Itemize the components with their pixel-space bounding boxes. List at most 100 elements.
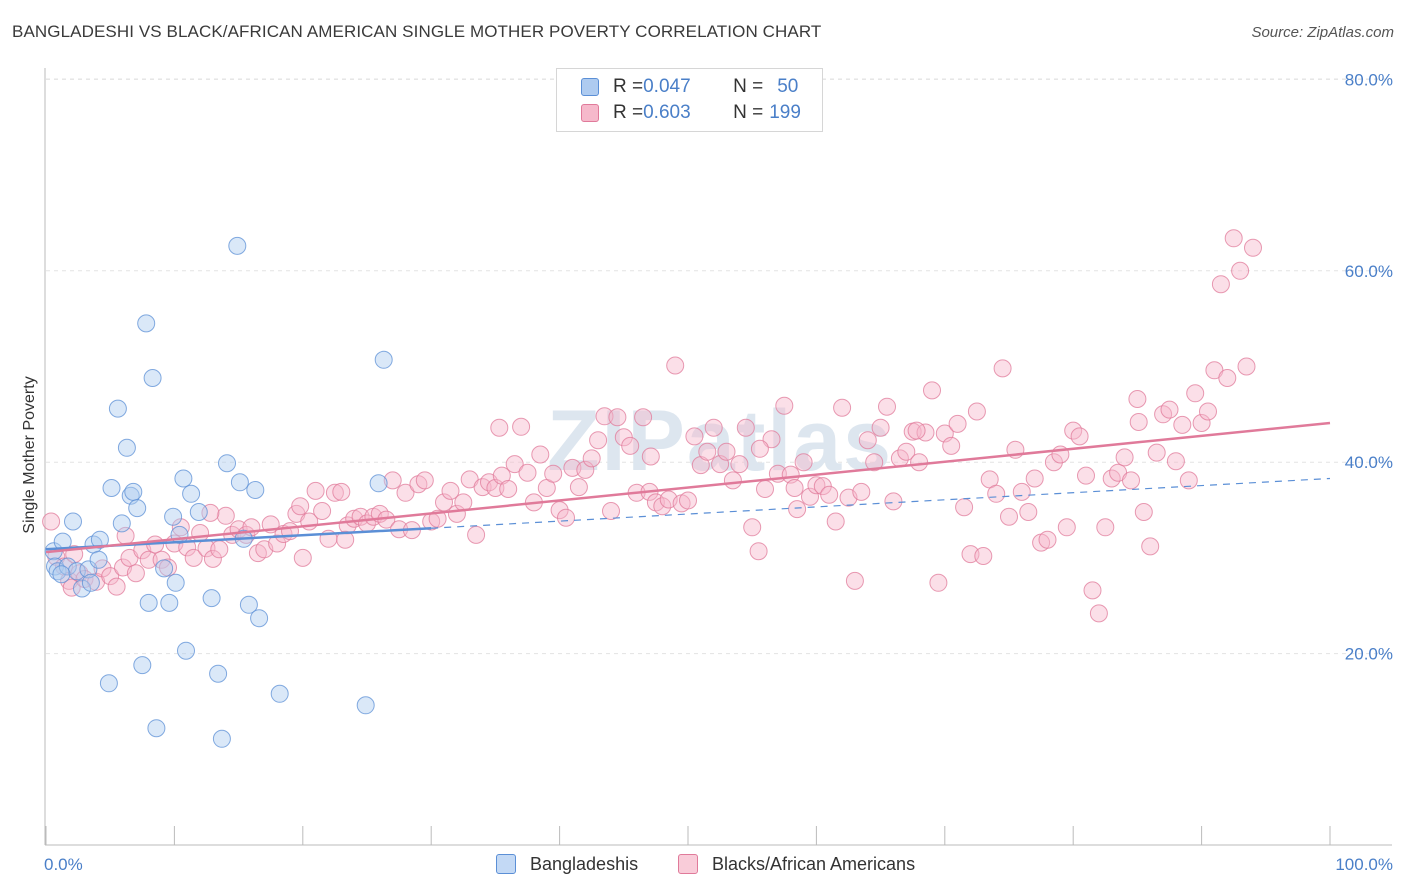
data-point[interactable] xyxy=(826,512,845,531)
data-point[interactable] xyxy=(1129,413,1148,431)
data-point[interactable] xyxy=(415,471,434,490)
data-point[interactable] xyxy=(865,453,884,472)
data-point[interactable] xyxy=(250,609,269,628)
data-point[interactable] xyxy=(1083,581,1102,600)
data-point[interactable] xyxy=(64,512,82,531)
data-point[interactable] xyxy=(704,418,723,437)
data-point[interactable] xyxy=(955,498,974,517)
data-point[interactable] xyxy=(756,480,774,498)
data-point[interactable] xyxy=(383,471,402,490)
data-point[interactable] xyxy=(512,417,531,436)
data-point[interactable] xyxy=(128,499,147,518)
data-point[interactable] xyxy=(993,359,1012,378)
data-point[interactable] xyxy=(396,483,415,502)
data-point[interactable] xyxy=(1192,414,1211,432)
data-point[interactable] xyxy=(216,506,235,525)
data-point[interactable] xyxy=(189,503,208,521)
data-point[interactable] xyxy=(191,524,210,542)
data-point[interactable] xyxy=(942,436,961,455)
data-point[interactable] xyxy=(923,381,941,400)
data-point[interactable] xyxy=(871,418,890,437)
data-point[interactable] xyxy=(126,564,145,583)
data-point[interactable] xyxy=(246,481,265,499)
data-point[interactable] xyxy=(441,481,460,500)
data-point[interactable] xyxy=(108,399,127,418)
data-point[interactable] xyxy=(52,565,71,584)
data-point[interactable] xyxy=(203,549,222,568)
data-point[interactable] xyxy=(164,507,183,526)
data-point[interactable] xyxy=(332,482,351,501)
data-point[interactable] xyxy=(929,573,948,592)
data-point[interactable] xyxy=(325,483,344,502)
data-point[interactable] xyxy=(794,453,813,472)
data-point[interactable] xyxy=(228,236,247,255)
data-point[interactable] xyxy=(112,514,131,533)
data-point[interactable] xyxy=(717,442,736,461)
data-point[interactable] xyxy=(582,449,601,468)
data-point[interactable] xyxy=(807,476,826,495)
data-point[interactable] xyxy=(910,453,929,472)
data-point[interactable] xyxy=(428,509,447,528)
data-point[interactable] xyxy=(107,577,126,596)
data-point[interactable] xyxy=(679,491,697,510)
data-point[interactable] xyxy=(775,396,794,415)
data-point[interactable] xyxy=(833,398,852,417)
data-point[interactable] xyxy=(602,502,620,520)
data-point[interactable] xyxy=(948,414,967,433)
data-point[interactable] xyxy=(499,480,518,498)
data-point[interactable] xyxy=(42,512,61,531)
data-point[interactable] xyxy=(967,402,986,421)
data-point[interactable] xyxy=(743,518,762,537)
data-point[interactable] xyxy=(143,369,162,387)
data-point[interactable] xyxy=(762,430,781,449)
data-point[interactable] xyxy=(99,674,118,693)
data-point[interactable] xyxy=(1237,357,1256,376)
data-point[interactable] xyxy=(133,656,152,675)
data-point[interactable] xyxy=(473,478,492,497)
data-point[interactable] xyxy=(67,562,86,581)
data-point[interactable] xyxy=(576,460,595,479)
data-point[interactable] xyxy=(1038,530,1057,549)
data-point[interactable] xyxy=(698,442,717,461)
data-point[interactable] xyxy=(1231,261,1250,280)
data-point[interactable] xyxy=(884,492,903,511)
data-point[interactable] xyxy=(73,579,91,598)
data-point[interactable] xyxy=(1218,369,1237,387)
data-point[interactable] xyxy=(306,481,325,500)
data-point[interactable] xyxy=(174,469,193,488)
data-point[interactable] xyxy=(569,478,588,497)
data-point[interactable] xyxy=(1012,482,1031,501)
data-point[interactable] xyxy=(1160,400,1179,419)
data-point[interactable] xyxy=(730,455,749,474)
data-point[interactable] xyxy=(93,559,112,578)
data-point[interactable] xyxy=(858,431,877,450)
data-point[interactable] xyxy=(62,578,81,597)
data-point[interactable] xyxy=(102,479,121,497)
data-point[interactable] xyxy=(1244,238,1262,257)
data-point[interactable] xyxy=(736,418,755,437)
data-point[interactable] xyxy=(788,500,807,519)
legend-item-black-african-americans[interactable]: Blacks/African Americans xyxy=(678,852,915,876)
data-point[interactable] xyxy=(1211,275,1230,294)
data-point[interactable] xyxy=(1173,415,1192,434)
data-point[interactable] xyxy=(750,439,769,458)
data-point[interactable] xyxy=(974,547,993,565)
data-point[interactable] xyxy=(897,442,916,461)
data-point[interactable] xyxy=(230,473,249,492)
data-point[interactable] xyxy=(117,438,136,457)
data-point[interactable] xyxy=(467,525,486,544)
data-point[interactable] xyxy=(166,573,185,592)
data-point[interactable] xyxy=(878,397,896,416)
data-point[interactable] xyxy=(1089,604,1108,623)
data-point[interactable] xyxy=(1128,390,1147,408)
data-point[interactable] xyxy=(1186,384,1205,403)
data-point[interactable] xyxy=(621,436,640,455)
data-point[interactable] xyxy=(557,508,575,527)
data-point[interactable] xyxy=(1057,518,1076,537)
data-point[interactable] xyxy=(70,564,89,583)
data-point[interactable] xyxy=(1179,471,1198,490)
data-point[interactable] xyxy=(160,593,179,612)
data-point[interactable] xyxy=(293,548,312,567)
legend-item-bangladeshis[interactable]: Bangladeshis xyxy=(496,852,638,876)
data-point[interactable] xyxy=(685,427,704,446)
